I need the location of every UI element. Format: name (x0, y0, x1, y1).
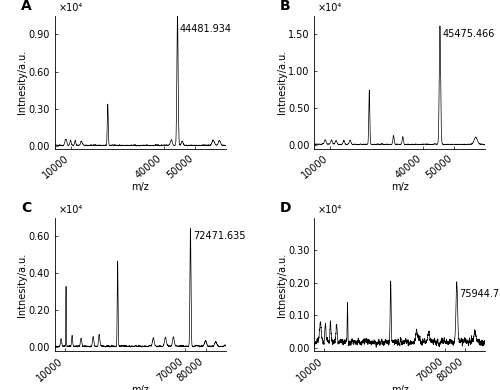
Y-axis label: Intnesity/a.u.: Intnesity/a.u. (276, 252, 286, 317)
Y-axis label: Intnesity/a.u.: Intnesity/a.u. (17, 252, 27, 317)
Text: 72471.635: 72471.635 (193, 231, 246, 241)
X-axis label: m/z: m/z (391, 385, 408, 390)
Text: A: A (21, 0, 32, 13)
Text: D: D (280, 201, 291, 215)
Text: 75944.785: 75944.785 (460, 289, 500, 299)
Text: ×10⁴: ×10⁴ (318, 205, 342, 215)
Text: 45475.466: 45475.466 (442, 29, 495, 39)
Text: ×10⁴: ×10⁴ (58, 205, 82, 215)
Text: ×10⁴: ×10⁴ (58, 3, 82, 13)
Text: B: B (280, 0, 291, 13)
X-axis label: m/z: m/z (391, 183, 408, 192)
Text: 44481.934: 44481.934 (180, 24, 232, 34)
Y-axis label: Intnesity/a.u.: Intnesity/a.u. (18, 50, 28, 114)
Text: ×10⁴: ×10⁴ (318, 3, 342, 13)
Y-axis label: Intnesity/a.u.: Intnesity/a.u. (276, 50, 286, 114)
X-axis label: m/z: m/z (132, 183, 149, 192)
Text: C: C (21, 201, 31, 215)
X-axis label: m/z: m/z (132, 385, 149, 390)
